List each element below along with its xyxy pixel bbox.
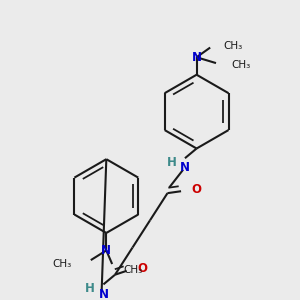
Text: CH₃: CH₃ xyxy=(52,259,71,269)
Text: N: N xyxy=(192,51,202,64)
Text: H: H xyxy=(167,156,176,169)
Text: CH₃: CH₃ xyxy=(124,265,143,275)
Text: CH₃: CH₃ xyxy=(224,40,243,51)
Text: N: N xyxy=(180,161,190,174)
Text: H: H xyxy=(85,282,95,295)
Text: N: N xyxy=(98,288,108,300)
Text: CH₃: CH₃ xyxy=(232,60,251,70)
Text: N: N xyxy=(101,244,111,257)
Text: O: O xyxy=(192,183,202,196)
Text: O: O xyxy=(137,262,147,275)
